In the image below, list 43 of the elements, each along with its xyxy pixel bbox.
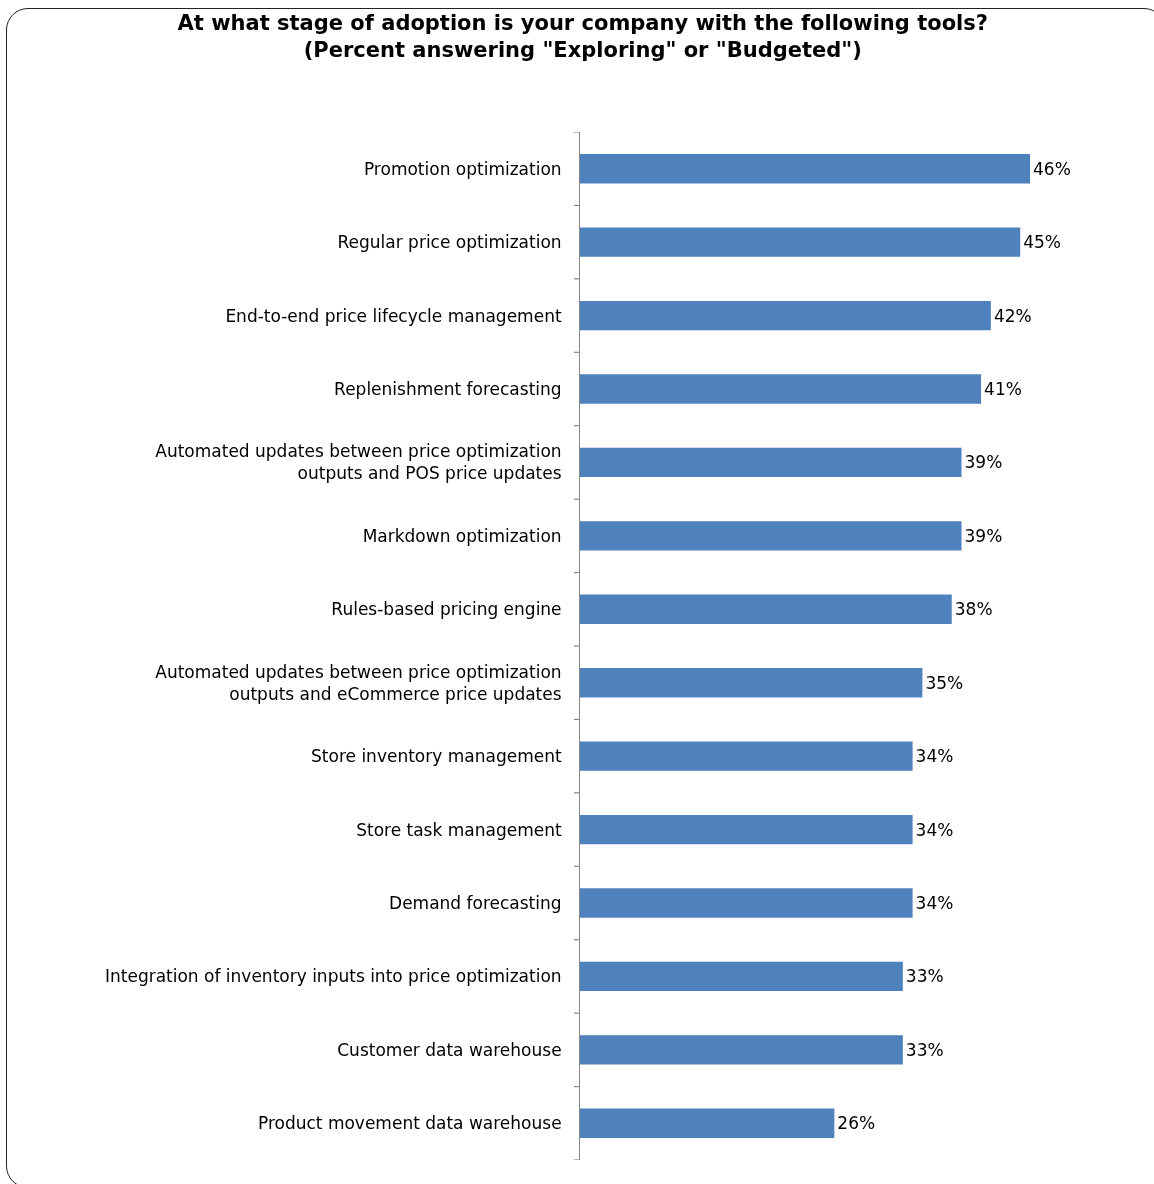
bar bbox=[580, 154, 1030, 184]
bar bbox=[580, 741, 913, 771]
y-tick-label: Promotion optimization bbox=[363, 158, 562, 179]
data-label: 34% bbox=[915, 893, 954, 913]
bar bbox=[580, 300, 991, 331]
y-tick-label: Integration of inventory inputs into price optimization bbox=[104, 966, 562, 987]
y-tick-label: Markdown optimization bbox=[362, 525, 562, 546]
data-label: 38% bbox=[954, 599, 993, 620]
bar bbox=[580, 227, 1021, 257]
data-label: 33% bbox=[905, 1039, 944, 1060]
data-label: 39% bbox=[964, 525, 1003, 546]
data-label: 42% bbox=[993, 305, 1032, 326]
bar bbox=[580, 1035, 903, 1065]
y-tick-label: Replenishment forecasting bbox=[334, 378, 562, 399]
bar bbox=[580, 961, 903, 992]
y-tick-label: End-to-end price lifecycle management bbox=[225, 305, 562, 326]
data-label: 45% bbox=[1023, 232, 1062, 253]
chart-title: At what stage of adoption is your company with the following tools? (Percent answering "Exploring" or "Budgeted") bbox=[177, 10, 988, 62]
y-tick-label: Demand forecasting bbox=[389, 892, 562, 913]
data-label: 39% bbox=[964, 452, 1003, 473]
bar bbox=[580, 447, 962, 478]
data-label: 34% bbox=[915, 819, 954, 840]
y-tick-label: Regular price optimization bbox=[337, 232, 562, 253]
bar bbox=[580, 374, 982, 404]
bar bbox=[580, 888, 913, 918]
data-label: 35% bbox=[925, 672, 964, 693]
data-label: 46% bbox=[1033, 158, 1071, 179]
y-tick-label: Automated updates between price optimization outputs and POS price updates bbox=[155, 441, 562, 484]
bar bbox=[580, 814, 913, 845]
y-tick-label: Automated updates between price optimization outputs and eCommerce price updates bbox=[155, 661, 562, 704]
bar bbox=[580, 594, 952, 624]
y-tick-label: Product movement data warehouse bbox=[257, 1113, 562, 1134]
data-label: 33% bbox=[905, 966, 944, 987]
data-label: 34% bbox=[915, 746, 954, 767]
bar bbox=[580, 1108, 835, 1138]
data-label: 26% bbox=[837, 1113, 876, 1134]
y-tick-label: Store inventory management bbox=[311, 746, 562, 767]
y-tick-label: Rules-based pricing engine bbox=[331, 599, 562, 620]
y-tick-label: Store task management bbox=[356, 819, 562, 840]
data-label: 41% bbox=[984, 379, 1022, 399]
bar bbox=[580, 521, 962, 551]
bar bbox=[580, 668, 923, 698]
y-tick-label: Customer data warehouse bbox=[337, 1039, 562, 1060]
